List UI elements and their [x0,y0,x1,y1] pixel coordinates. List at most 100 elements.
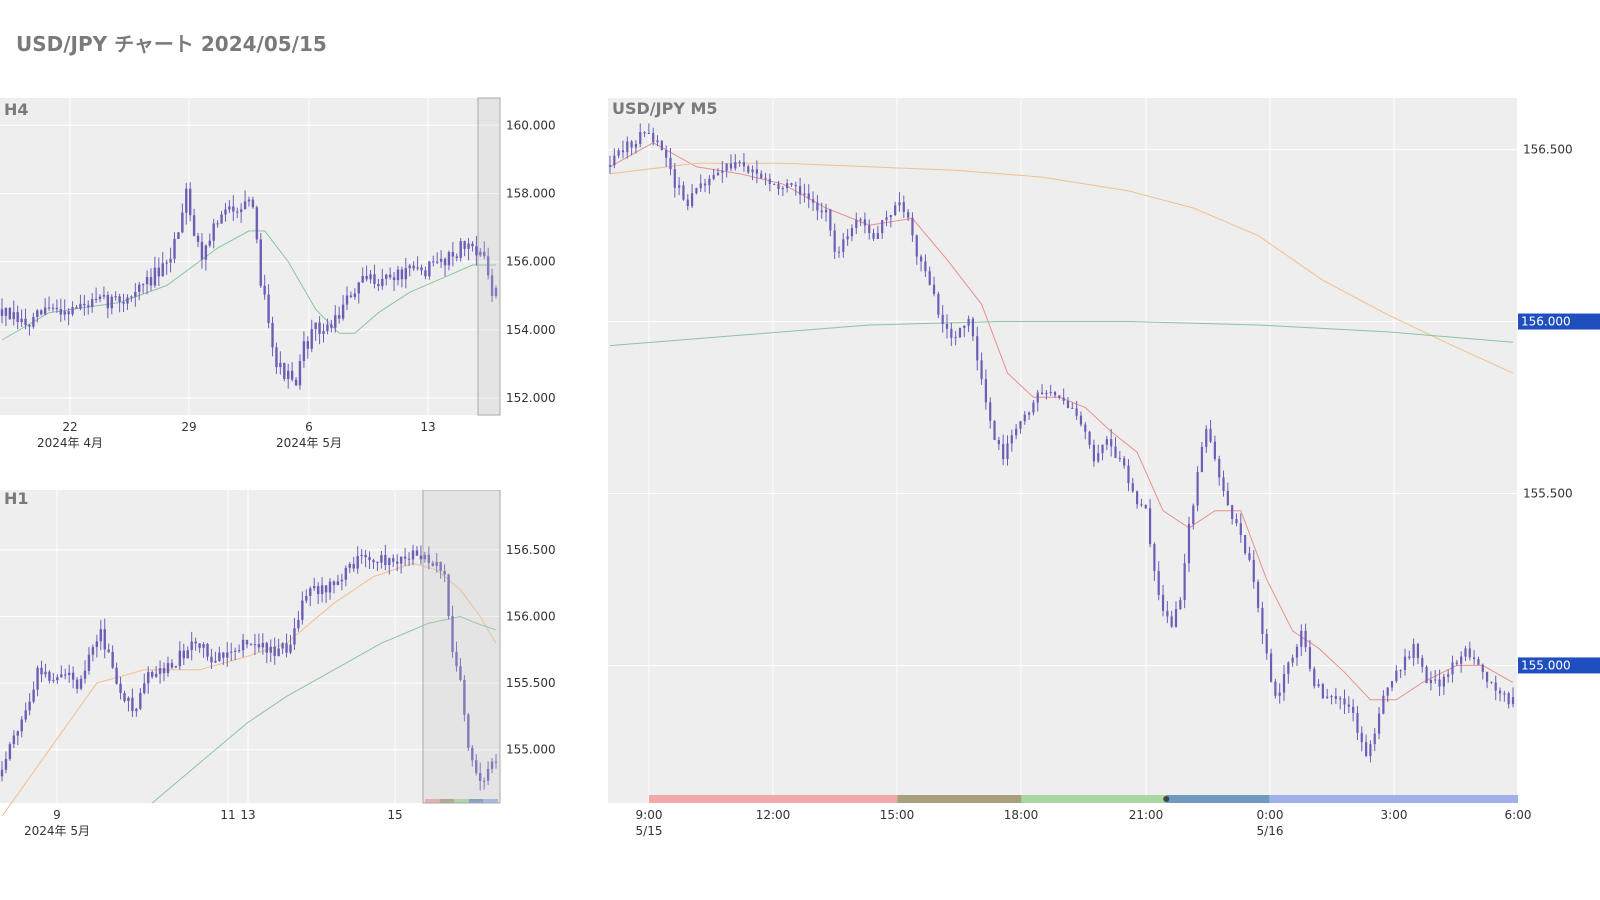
m5-candle-body [894,205,897,216]
m5-candle [1148,499,1152,548]
h1-candle-body [316,586,320,595]
m5-candle [1468,641,1471,661]
m5-candle-body [911,217,914,236]
h1-candle [388,557,391,575]
m5-candle [1010,429,1013,452]
m5-candle [1123,456,1126,469]
m5-candle [1170,610,1173,628]
h4-candle [467,237,470,261]
h1-candle [222,651,225,665]
price-label-text: 156.000 [1521,315,1571,329]
m5-candle [1481,663,1484,680]
m5-candle [907,209,910,221]
m5-candle [1101,444,1104,461]
m5-candle [1395,665,1398,684]
m5-xtick-label: 21:00 [1129,808,1164,822]
m5-xtick-sublabel: 5/15 [636,824,663,838]
m5-candle-body [1373,733,1376,745]
h1-candle-body [64,674,67,676]
h1-candle-body [478,772,482,781]
m5-candle [1360,726,1363,752]
h1-candle-body [214,660,217,663]
h1-candle-body [241,639,245,651]
h1-candle [154,666,158,678]
h4-candle [165,259,168,275]
h4-candle-body [138,284,141,292]
h4-candle [479,248,482,258]
m5-candle [803,183,806,203]
m5-plot-area [608,98,1517,803]
h4-candle-body [145,277,149,285]
h1-candle-body [376,562,379,564]
h1-candle [328,578,332,600]
m5-xtick-label: 15:00 [880,808,915,822]
m5-candle-body [1049,392,1052,394]
m5-candle-body [777,183,780,190]
m5-candle-body [1265,633,1268,654]
h1-candle [40,660,43,683]
m5-candle-body [1395,670,1398,682]
m5-candle-body [1079,415,1083,425]
h4-candle-body [114,296,117,298]
h1-candle [261,633,265,655]
m5-candle [1494,675,1497,701]
h4-candle-body [16,312,19,323]
m5-candle-body [837,251,841,253]
h4-candle-body [259,239,262,286]
m5-candle-body [945,323,949,329]
m5-candle [712,168,715,181]
h1-candle-body [427,554,431,563]
m5-candle-body [1231,505,1234,520]
m5-candle [786,179,789,193]
m5-candle-body [703,183,707,186]
h4-candle [416,256,419,271]
m5-candle-body [1494,682,1497,691]
m5-candle-body [1365,742,1368,756]
m5-candle-body [1326,696,1329,699]
m5-candle [777,180,780,196]
m5-candle-body [1390,681,1394,688]
m5-candle-body [1369,744,1372,756]
m5-candle-body [682,185,685,200]
m5-candle [1464,645,1467,662]
h1-candle [218,646,221,663]
m5-candle [656,135,659,147]
h1-candle-body [20,719,23,732]
h4-candle [385,273,388,286]
h4-candle [353,288,357,300]
h4-candle-body [20,318,23,323]
m5-ma-line [609,162,1514,374]
m5-candle-body [1278,692,1281,696]
m5-candle-body [647,133,650,135]
h4-candle [247,196,251,207]
m5-candle [1200,441,1204,473]
h4-candle [24,308,27,330]
m5-candle [1425,665,1428,684]
m5-candle-body [781,187,784,190]
h1-candle [340,573,344,591]
m5-candle-body [1455,662,1458,664]
h1-candle-body [396,561,399,564]
h4-candle-body [353,293,357,297]
h4-xtick-label: 29 [181,420,196,434]
m5-candle-body [1416,643,1420,658]
h1-candle-body [123,693,126,701]
h1-candle-body [439,561,442,572]
h4-xtick-sublabel: 2024年 4月 [37,436,103,450]
h4-candle [326,318,329,335]
h4-candle [400,266,404,288]
m5-candle [751,165,754,181]
h4-candle-body [494,288,498,296]
m5-candle [1265,628,1268,660]
h4-candle [40,309,43,316]
m5-candle-body [768,178,771,184]
h1-candle-body [455,651,458,667]
h1-candle [463,675,466,722]
m5-candle [1365,734,1368,758]
m5-candle [699,174,702,192]
m5-candle [1326,688,1329,699]
m5-xtick-label: 9:00 [636,808,663,822]
m5-candle [1045,390,1048,400]
m5-candle-body [1295,646,1299,658]
h1-candle [158,660,162,684]
